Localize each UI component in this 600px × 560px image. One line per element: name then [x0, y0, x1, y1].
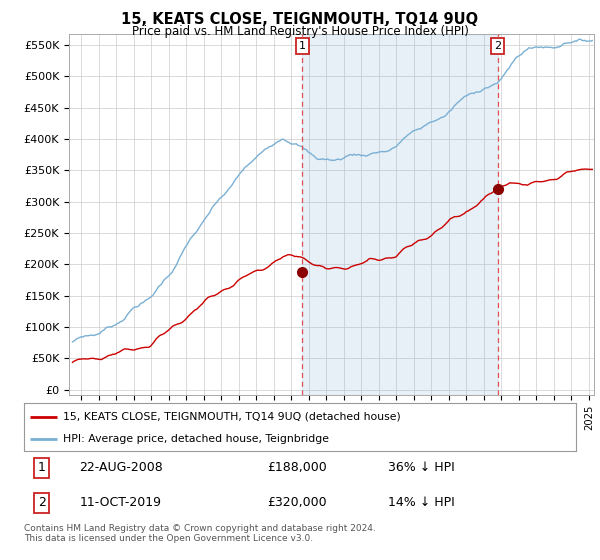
Text: Price paid vs. HM Land Registry's House Price Index (HPI): Price paid vs. HM Land Registry's House …: [131, 25, 469, 38]
Text: 11-OCT-2019: 11-OCT-2019: [79, 496, 161, 509]
Text: 15, KEATS CLOSE, TEIGNMOUTH, TQ14 9UQ: 15, KEATS CLOSE, TEIGNMOUTH, TQ14 9UQ: [121, 12, 479, 27]
Text: 15, KEATS CLOSE, TEIGNMOUTH, TQ14 9UQ (detached house): 15, KEATS CLOSE, TEIGNMOUTH, TQ14 9UQ (d…: [62, 412, 400, 422]
Text: 1: 1: [299, 41, 306, 51]
Text: 22-AUG-2008: 22-AUG-2008: [79, 461, 163, 474]
Text: 1: 1: [38, 461, 46, 474]
Text: 14% ↓ HPI: 14% ↓ HPI: [388, 496, 455, 509]
Text: £320,000: £320,000: [267, 496, 326, 509]
Text: 2: 2: [38, 496, 46, 509]
Text: HPI: Average price, detached house, Teignbridge: HPI: Average price, detached house, Teig…: [62, 434, 329, 444]
Text: 2: 2: [494, 41, 501, 51]
Text: £188,000: £188,000: [267, 461, 326, 474]
Bar: [302, 34, 497, 395]
Text: Contains HM Land Registry data © Crown copyright and database right 2024.
This d: Contains HM Land Registry data © Crown c…: [24, 524, 376, 543]
Text: 36% ↓ HPI: 36% ↓ HPI: [388, 461, 455, 474]
